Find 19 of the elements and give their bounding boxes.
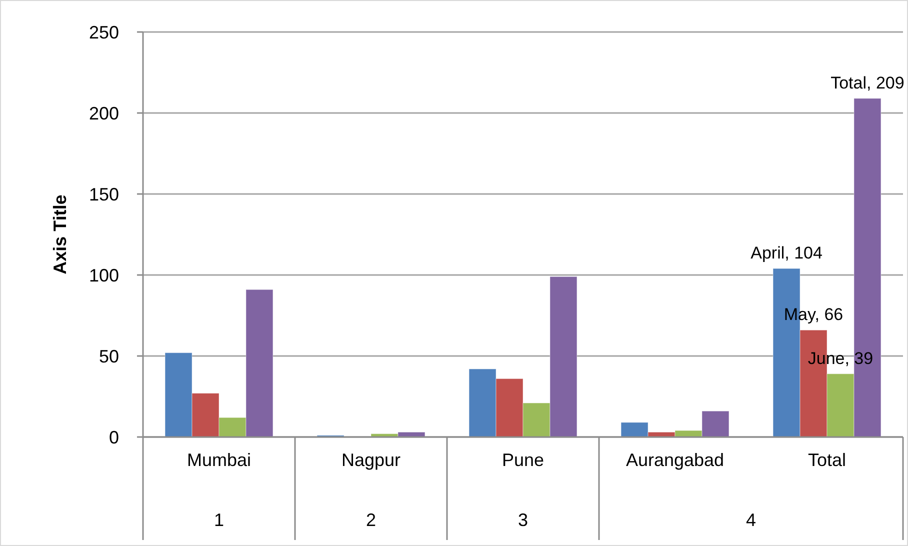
text: 4: [746, 510, 756, 530]
data-label: Total, 209: [830, 73, 904, 92]
y-tick-label: 250: [88, 22, 119, 42]
text: 1: [214, 510, 224, 530]
data-label: June, 39: [808, 348, 874, 368]
y-tick-label: 200: [88, 103, 119, 124]
y-tick-label: 150: [88, 184, 119, 204]
x-tick-label: Total: [808, 450, 846, 470]
x-tick-label: Aurangabad: [626, 450, 724, 470]
x-tick-label: Mumbai: [186, 450, 252, 470]
y-tick-label: 0: [108, 427, 119, 448]
y-tick-label: 100: [88, 265, 119, 286]
x-tick-label: Pune: [502, 450, 544, 470]
x-tick-label: Nagpur: [341, 450, 401, 470]
y-axis-title: Axis Title: [50, 194, 70, 274]
y-tick-label: 50: [98, 346, 119, 366]
text: 3: [518, 510, 528, 530]
data-label: April, 104: [750, 244, 822, 263]
text: 2: [366, 510, 376, 530]
